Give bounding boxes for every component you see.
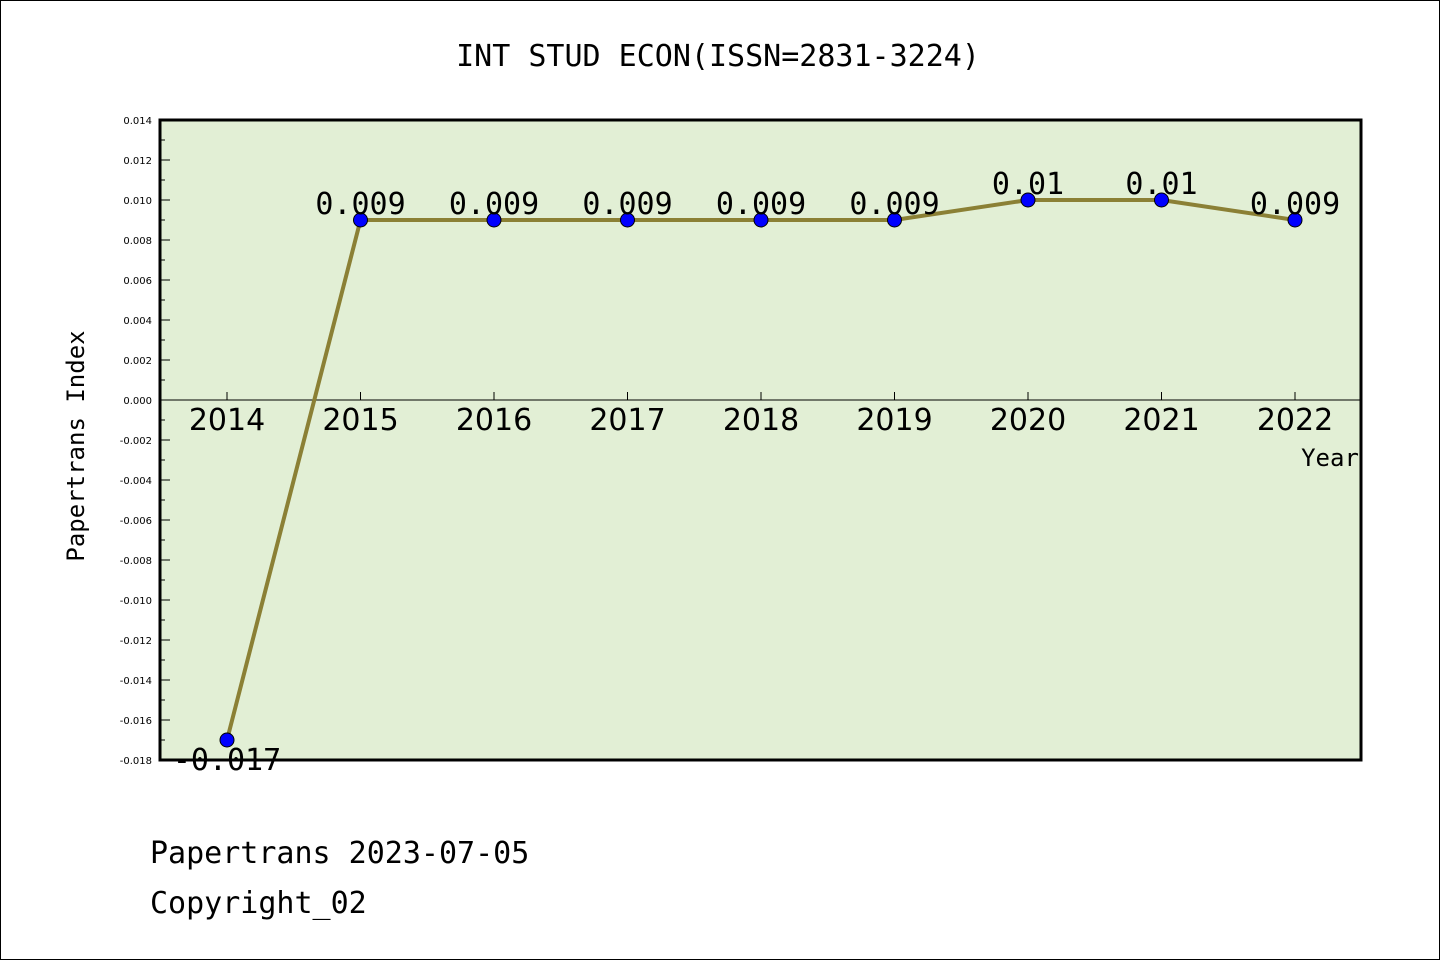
x-tick-label: 2014 [189,403,265,438]
y-tick-label: 0.008 [123,236,152,247]
series-group: -0.017 0.009 0.009 0.009 0.009 0.009 0.01 0.01 0… [173,167,1340,778]
y-tick-label: -0.006 [120,516,152,527]
y-tick-label: 0.004 [123,316,152,327]
x-tick-label: 2017 [589,403,665,438]
data-label: 0.01 [1125,167,1197,202]
y-axis: 0.014 0.012 0.010 0.008 0.006 0.004 0.002 0.000… [120,116,170,767]
x-axis: 2014 2015 2016 2017 2018 2019 2020 2021 2022 [160,392,1361,438]
x-tick-label: 2019 [856,403,932,438]
data-label: 0.009 [849,187,939,222]
data-point [1020,192,1036,208]
data-point [753,212,769,228]
x-tick-label: 2022 [1257,403,1333,438]
data-point [486,212,502,228]
y-tick-label: -0.012 [120,636,152,647]
x-tick-label: 2015 [322,403,398,438]
footer-copyright: Copyright_02 [150,886,367,921]
data-point [887,212,902,228]
y-tick-label: 0.010 [123,196,152,207]
y-tick-label: -0.004 [120,476,152,487]
x-tick-label: 2020 [990,403,1066,438]
chart-title: INT STUD ECON(ISSN=2831-3224) [456,39,980,74]
data-point [1154,192,1169,208]
y-tick-label: -0.016 [120,716,152,727]
y-tick-label: -0.008 [120,556,152,567]
data-label: 0.009 [1250,187,1340,222]
y-tick-label: 0.002 [123,356,152,367]
x-axis-label: Year [1301,444,1359,472]
data-label: -0.017 [173,743,281,778]
data-point [219,732,235,748]
y-tick-label: -0.002 [120,436,152,447]
y-tick-label: -0.018 [120,756,152,767]
y-axis-label: Papertrans Index [62,330,90,561]
x-tick-label: 2018 [723,403,799,438]
data-point [1287,212,1303,228]
y-tick-label: 0.000 [123,396,152,407]
data-label: 0.009 [716,187,806,222]
data-label: 0.009 [315,187,405,222]
footer-source: Papertrans 2023-07-05 [150,836,530,871]
data-label: 0.009 [449,187,539,222]
y-tick-label: -0.010 [120,596,152,607]
data-point [620,212,635,228]
data-point [353,212,368,228]
x-tick-label: 2021 [1123,403,1199,438]
data-label: 0.009 [582,187,672,222]
y-tick-label: -0.014 [120,676,152,687]
data-label: 0.01 [992,167,1064,202]
y-tick-label: 0.014 [123,116,152,127]
x-tick-label: 2016 [456,403,532,438]
y-tick-label: 0.012 [123,156,152,167]
y-tick-label: 0.006 [123,276,152,287]
